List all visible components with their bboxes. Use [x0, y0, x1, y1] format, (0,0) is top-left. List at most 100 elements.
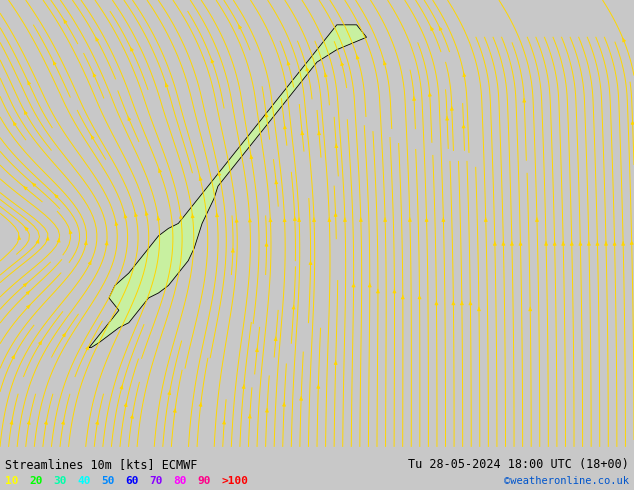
- FancyArrowPatch shape: [46, 237, 49, 240]
- FancyArrowPatch shape: [484, 218, 487, 221]
- FancyArrowPatch shape: [325, 73, 327, 77]
- FancyArrowPatch shape: [27, 420, 30, 424]
- FancyArrowPatch shape: [344, 218, 346, 221]
- FancyArrowPatch shape: [250, 155, 253, 159]
- FancyArrowPatch shape: [199, 402, 202, 406]
- FancyArrowPatch shape: [131, 415, 133, 418]
- FancyArrowPatch shape: [18, 236, 20, 240]
- FancyArrowPatch shape: [562, 242, 565, 245]
- FancyArrowPatch shape: [57, 238, 60, 242]
- FancyArrowPatch shape: [630, 241, 633, 245]
- FancyArrowPatch shape: [249, 415, 251, 418]
- Text: Tu 28-05-2024 18:00 UTC (18+00): Tu 28-05-2024 18:00 UTC (18+00): [408, 458, 629, 471]
- FancyArrowPatch shape: [579, 242, 582, 245]
- FancyArrowPatch shape: [335, 144, 338, 147]
- FancyArrowPatch shape: [218, 172, 221, 175]
- FancyArrowPatch shape: [128, 117, 131, 121]
- FancyArrowPatch shape: [179, 215, 183, 219]
- FancyArrowPatch shape: [439, 26, 442, 30]
- FancyArrowPatch shape: [44, 420, 48, 424]
- FancyArrowPatch shape: [413, 97, 415, 100]
- FancyArrowPatch shape: [24, 111, 27, 114]
- FancyArrowPatch shape: [131, 48, 133, 51]
- FancyArrowPatch shape: [356, 55, 359, 59]
- FancyArrowPatch shape: [463, 73, 466, 76]
- FancyArrowPatch shape: [352, 283, 355, 287]
- FancyArrowPatch shape: [425, 218, 428, 221]
- FancyArrowPatch shape: [622, 242, 624, 245]
- FancyArrowPatch shape: [28, 81, 30, 85]
- FancyArrowPatch shape: [158, 169, 161, 172]
- FancyArrowPatch shape: [393, 289, 396, 293]
- Text: ©weatheronline.co.uk: ©weatheronline.co.uk: [504, 476, 629, 486]
- FancyArrowPatch shape: [384, 218, 387, 221]
- FancyArrowPatch shape: [93, 73, 96, 77]
- FancyArrowPatch shape: [134, 213, 138, 217]
- FancyArrowPatch shape: [429, 93, 431, 96]
- FancyArrowPatch shape: [275, 180, 278, 184]
- FancyArrowPatch shape: [84, 241, 87, 245]
- Text: 90: 90: [198, 476, 211, 486]
- FancyArrowPatch shape: [359, 218, 362, 221]
- FancyArrowPatch shape: [460, 301, 463, 305]
- FancyArrowPatch shape: [223, 420, 226, 424]
- FancyArrowPatch shape: [266, 408, 268, 412]
- FancyArrowPatch shape: [96, 37, 98, 41]
- FancyArrowPatch shape: [63, 333, 66, 337]
- FancyArrowPatch shape: [24, 187, 27, 190]
- FancyArrowPatch shape: [334, 361, 337, 365]
- FancyArrowPatch shape: [32, 183, 36, 186]
- FancyArrowPatch shape: [451, 106, 453, 110]
- FancyArrowPatch shape: [105, 241, 108, 245]
- FancyArrowPatch shape: [377, 289, 379, 293]
- FancyArrowPatch shape: [408, 218, 411, 221]
- FancyArrowPatch shape: [317, 385, 320, 388]
- FancyArrowPatch shape: [36, 240, 39, 243]
- FancyArrowPatch shape: [124, 214, 127, 218]
- FancyArrowPatch shape: [446, 116, 448, 120]
- FancyArrowPatch shape: [588, 242, 590, 245]
- FancyArrowPatch shape: [536, 218, 538, 221]
- FancyArrowPatch shape: [283, 218, 286, 221]
- FancyArrowPatch shape: [292, 305, 295, 309]
- FancyArrowPatch shape: [91, 135, 94, 139]
- Text: 10: 10: [5, 476, 18, 486]
- FancyArrowPatch shape: [430, 26, 434, 30]
- FancyArrowPatch shape: [462, 124, 465, 128]
- FancyArrowPatch shape: [519, 242, 522, 245]
- FancyArrowPatch shape: [157, 216, 160, 220]
- FancyArrowPatch shape: [452, 301, 455, 305]
- FancyArrowPatch shape: [328, 218, 331, 221]
- Text: >100: >100: [222, 476, 249, 486]
- FancyArrowPatch shape: [300, 396, 302, 400]
- FancyArrowPatch shape: [165, 83, 168, 87]
- Text: 60: 60: [126, 476, 139, 486]
- FancyArrowPatch shape: [442, 218, 445, 221]
- FancyArrowPatch shape: [318, 131, 320, 135]
- Text: 30: 30: [53, 476, 67, 486]
- FancyArrowPatch shape: [418, 295, 421, 299]
- FancyArrowPatch shape: [216, 213, 219, 217]
- FancyArrowPatch shape: [309, 261, 312, 265]
- FancyArrowPatch shape: [269, 218, 272, 221]
- FancyArrowPatch shape: [529, 307, 531, 311]
- FancyArrowPatch shape: [53, 61, 56, 65]
- FancyArrowPatch shape: [605, 242, 607, 245]
- FancyArrowPatch shape: [61, 420, 65, 424]
- FancyArrowPatch shape: [493, 242, 496, 245]
- FancyArrowPatch shape: [23, 283, 27, 287]
- FancyArrowPatch shape: [298, 218, 301, 221]
- FancyArrowPatch shape: [265, 113, 268, 117]
- FancyArrowPatch shape: [631, 121, 634, 124]
- FancyArrowPatch shape: [596, 242, 599, 245]
- FancyArrowPatch shape: [242, 385, 245, 389]
- Text: 20: 20: [29, 476, 42, 486]
- FancyArrowPatch shape: [27, 305, 30, 308]
- FancyArrowPatch shape: [39, 341, 42, 344]
- FancyArrowPatch shape: [55, 195, 58, 198]
- FancyArrowPatch shape: [235, 219, 238, 222]
- FancyArrowPatch shape: [623, 38, 625, 42]
- FancyArrowPatch shape: [115, 221, 118, 225]
- FancyArrowPatch shape: [477, 307, 481, 311]
- FancyArrowPatch shape: [545, 242, 548, 245]
